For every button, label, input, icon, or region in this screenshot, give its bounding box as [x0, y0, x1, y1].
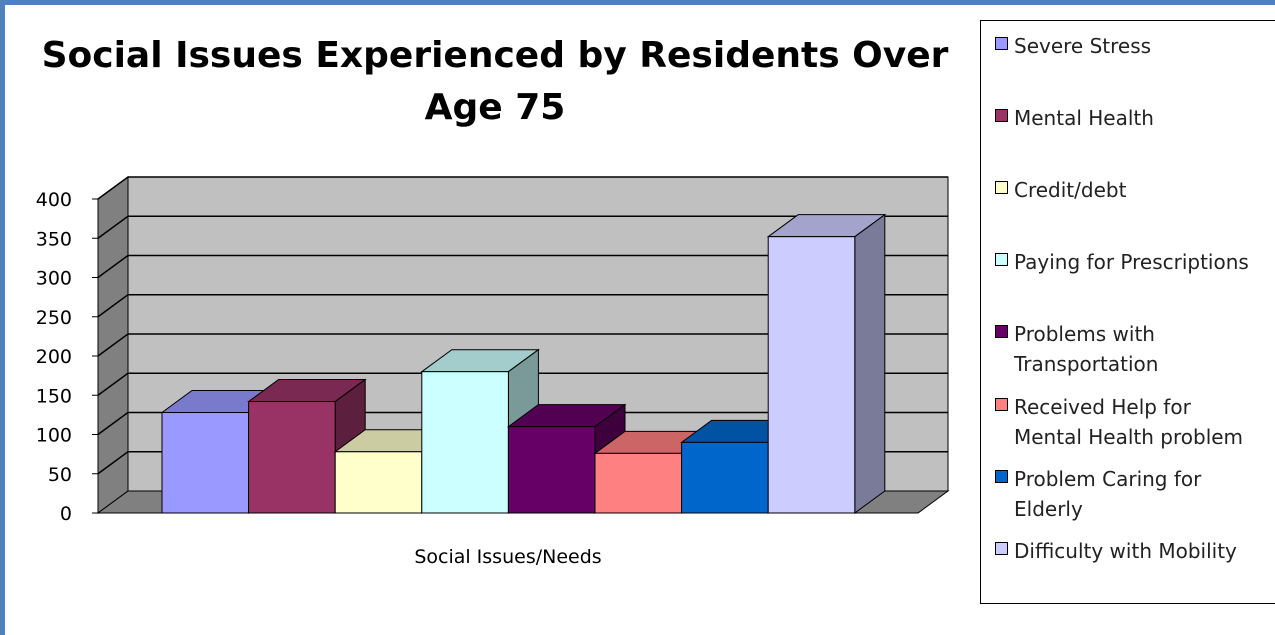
legend-label: Paying for Prescriptions: [1014, 247, 1249, 277]
y-tick-label: 400: [36, 189, 72, 211]
legend-label: Received Help for Mental Health problem: [1014, 392, 1243, 452]
gridline: [97, 254, 948, 279]
gridline: [97, 411, 948, 436]
legend-label: Mental Health: [1014, 103, 1154, 133]
legend-label-line: Mental Health problem: [1014, 425, 1244, 449]
legend-swatch: [995, 37, 1008, 50]
legend-item: Received Help for Mental Health problem: [995, 392, 1275, 452]
chart-legend: Severe Stress Mental Health Credit/debt Pay…: [980, 20, 1275, 604]
chart-title: Social Issues Experienced by Residents O…: [41, 35, 949, 128]
gridline: [97, 294, 948, 318]
legend-label: Problem Caring for Elderly: [1014, 464, 1201, 524]
y-tick-label: 300: [36, 268, 72, 290]
legend-swatch: [995, 181, 1008, 194]
gridline: [97, 372, 948, 396]
legend-label: Difficulty with Mobility: [1014, 536, 1237, 566]
legend-label-line: Elderly: [1014, 497, 1083, 521]
legend-label: Problems with Transportation: [1014, 319, 1158, 379]
legend-label: Credit/debt: [1014, 175, 1126, 205]
y-tick-label: 100: [36, 425, 72, 447]
legend-swatch: [995, 325, 1008, 338]
legend-item: Difficulty with Mobility: [995, 536, 1275, 566]
legend-swatch: [995, 542, 1008, 555]
legend-label-line: Received Help for: [1014, 395, 1191, 419]
gridline: [97, 215, 948, 239]
gridline: [97, 176, 948, 200]
bar: [594, 452, 683, 514]
legend-label-line: Credit/debt: [1014, 178, 1127, 202]
legend-item: Problems with Transportation: [995, 319, 1275, 379]
bar: [767, 236, 856, 514]
bar: [334, 451, 423, 514]
legend-label: Severe Stress: [1014, 31, 1151, 61]
x-axis-label: Social Issues/Needs: [414, 546, 601, 568]
legend-label-line: Severe Stress: [1014, 34, 1152, 58]
bar-side: [854, 213, 886, 514]
y-tick-label: 250: [36, 307, 72, 329]
legend-item: Paying for Prescriptions: [995, 247, 1275, 277]
legend-label-line: Paying for Prescriptions: [1014, 250, 1249, 274]
legend-item: Problem Caring for Elderly: [995, 464, 1275, 524]
legend-swatch: [995, 253, 1008, 266]
y-tick-label: 200: [36, 346, 72, 368]
bar: [507, 426, 596, 514]
y-tick-label: 0: [60, 503, 72, 525]
legend-label-line: Difficulty with Mobility: [1014, 539, 1237, 563]
legend-swatch: [995, 109, 1008, 122]
legend-label-line: Problem Caring for: [1014, 467, 1202, 491]
y-tick-label: 50: [48, 464, 72, 486]
legend-item: Severe Stress: [995, 31, 1275, 61]
legend-item: Mental Health: [995, 103, 1275, 133]
gridline: [97, 333, 948, 357]
y-tick-label: 350: [36, 228, 72, 250]
bar: [421, 371, 509, 514]
bar: [161, 412, 250, 514]
legend-item: Credit/debt: [995, 175, 1275, 205]
legend-label-line: Transportation: [1014, 352, 1159, 376]
legend-swatch: [995, 470, 1008, 483]
bar: [248, 401, 336, 514]
bar: [681, 441, 769, 514]
legend-swatch: [995, 398, 1008, 411]
legend-label-line: Mental Health: [1014, 106, 1154, 130]
y-tick-label: 150: [36, 385, 72, 407]
legend-label-line: Problems with: [1014, 322, 1155, 346]
